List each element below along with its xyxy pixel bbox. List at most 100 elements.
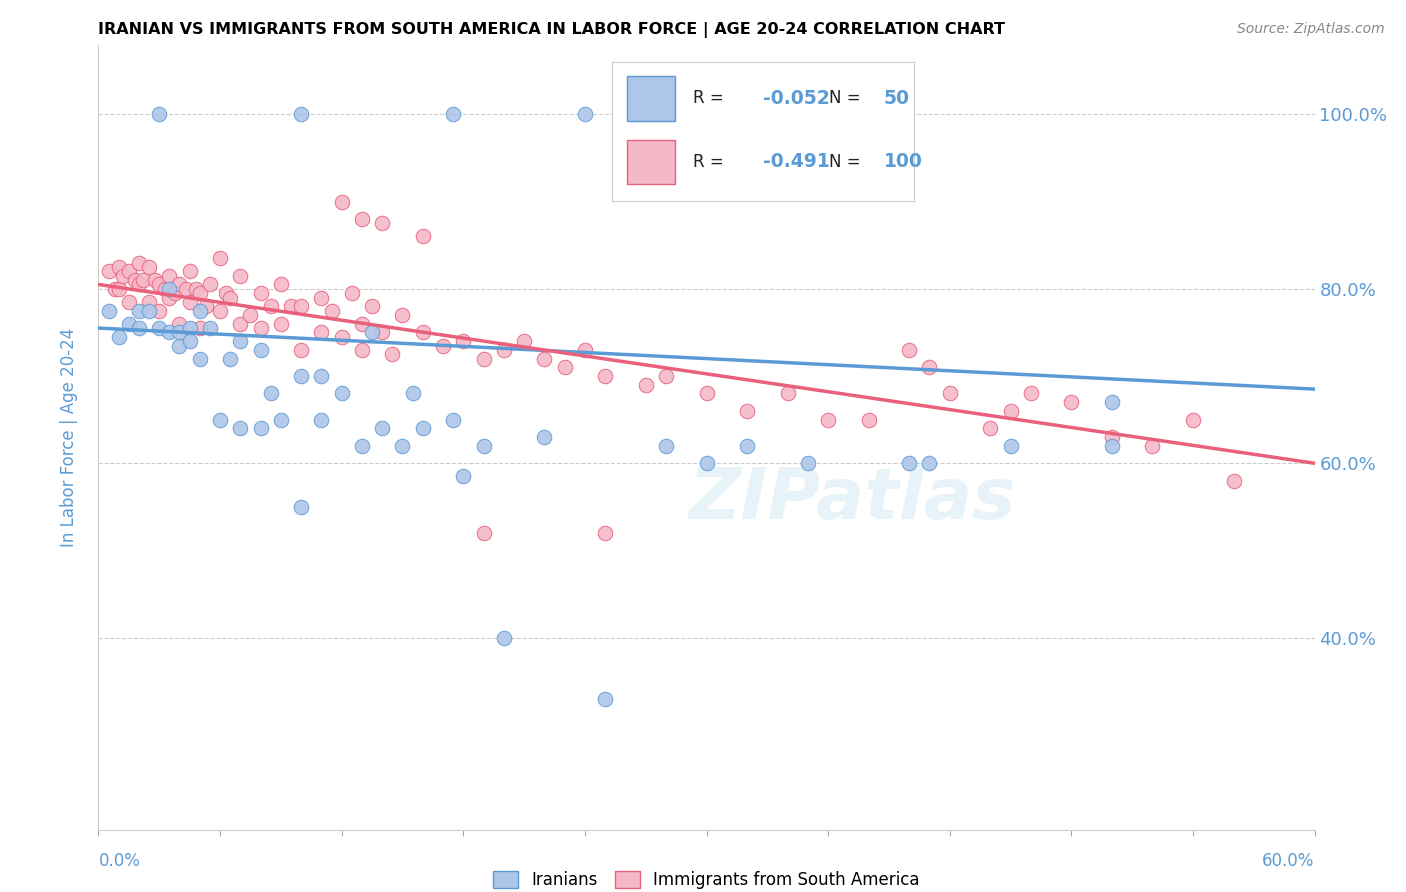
Point bbox=[453, 469, 475, 483]
Text: ZIPatlas: ZIPatlas bbox=[689, 466, 1017, 534]
Point bbox=[1142, 439, 1164, 453]
Point bbox=[124, 273, 146, 287]
Point bbox=[184, 282, 207, 296]
Point bbox=[441, 107, 464, 121]
Point bbox=[219, 291, 242, 305]
Point bbox=[735, 439, 758, 453]
Point bbox=[939, 386, 962, 401]
Point bbox=[979, 421, 1001, 435]
Point bbox=[229, 334, 252, 348]
Point bbox=[361, 299, 384, 313]
Point bbox=[311, 326, 333, 340]
Point bbox=[239, 308, 262, 322]
Point bbox=[194, 299, 217, 313]
Point bbox=[350, 343, 373, 357]
Point bbox=[179, 334, 201, 348]
Point bbox=[696, 386, 718, 401]
Point bbox=[1060, 395, 1083, 409]
Point bbox=[1182, 412, 1205, 426]
Point bbox=[1101, 395, 1123, 409]
Text: IRANIAN VS IMMIGRANTS FROM SOUTH AMERICA IN LABOR FORCE | AGE 20-24 CORRELATION : IRANIAN VS IMMIGRANTS FROM SOUTH AMERICA… bbox=[98, 22, 1005, 38]
Point bbox=[898, 343, 921, 357]
Point bbox=[441, 412, 464, 426]
Point bbox=[138, 294, 160, 309]
Text: N =: N = bbox=[830, 89, 866, 107]
Point bbox=[179, 294, 201, 309]
Point bbox=[118, 264, 141, 278]
Text: 0.0%: 0.0% bbox=[98, 852, 141, 870]
Point bbox=[249, 421, 271, 435]
Point bbox=[735, 404, 758, 418]
Text: R =: R = bbox=[693, 89, 730, 107]
Point bbox=[249, 321, 271, 335]
Point bbox=[169, 338, 191, 352]
Point bbox=[340, 286, 363, 301]
Point bbox=[157, 282, 180, 296]
Point bbox=[290, 369, 312, 384]
Point bbox=[311, 369, 333, 384]
Point bbox=[174, 282, 197, 296]
Point bbox=[148, 303, 170, 318]
Point bbox=[330, 194, 353, 209]
Point bbox=[1101, 430, 1123, 444]
Point bbox=[118, 317, 141, 331]
Point bbox=[655, 439, 678, 453]
Point bbox=[157, 326, 180, 340]
Point bbox=[513, 334, 536, 348]
Point bbox=[533, 430, 555, 444]
Point bbox=[371, 421, 394, 435]
Point bbox=[165, 286, 187, 301]
Text: -0.052: -0.052 bbox=[762, 89, 830, 108]
Point bbox=[138, 303, 160, 318]
Point bbox=[361, 326, 384, 340]
Point bbox=[148, 277, 170, 292]
Point bbox=[143, 273, 166, 287]
Point bbox=[655, 369, 678, 384]
Point bbox=[1019, 386, 1042, 401]
Point bbox=[350, 317, 373, 331]
Point bbox=[138, 260, 160, 274]
Point bbox=[270, 277, 292, 292]
Point bbox=[918, 360, 941, 375]
Point bbox=[1000, 439, 1022, 453]
Point bbox=[858, 412, 880, 426]
Point bbox=[111, 268, 134, 283]
Point bbox=[350, 212, 373, 227]
Point bbox=[290, 107, 312, 121]
Point bbox=[97, 264, 120, 278]
Point bbox=[260, 299, 283, 313]
Point bbox=[169, 277, 191, 292]
Point bbox=[128, 321, 150, 335]
Text: 50: 50 bbox=[884, 89, 910, 108]
Point bbox=[107, 260, 129, 274]
Text: Source: ZipAtlas.com: Source: ZipAtlas.com bbox=[1237, 22, 1385, 37]
Point bbox=[270, 317, 292, 331]
Point bbox=[371, 216, 394, 230]
Point bbox=[290, 500, 312, 514]
Point bbox=[898, 456, 921, 470]
Text: N =: N = bbox=[830, 153, 866, 171]
Point bbox=[330, 386, 353, 401]
Point bbox=[128, 255, 150, 269]
Point bbox=[148, 107, 170, 121]
Point bbox=[179, 264, 201, 278]
Point bbox=[593, 691, 616, 706]
Point bbox=[169, 317, 191, 331]
Point bbox=[188, 351, 211, 366]
Point bbox=[249, 343, 271, 357]
Point bbox=[330, 330, 353, 344]
Point bbox=[107, 330, 129, 344]
Point bbox=[209, 252, 232, 266]
Point bbox=[492, 343, 515, 357]
Text: 60.0%: 60.0% bbox=[1263, 852, 1315, 870]
Point bbox=[188, 286, 211, 301]
Point bbox=[1222, 474, 1244, 488]
Point bbox=[209, 303, 232, 318]
Point bbox=[209, 412, 232, 426]
Point bbox=[290, 343, 312, 357]
Text: -0.491: -0.491 bbox=[762, 153, 830, 171]
Point bbox=[249, 286, 271, 301]
Point bbox=[797, 456, 820, 470]
Text: R =: R = bbox=[693, 153, 730, 171]
Point bbox=[593, 526, 616, 541]
